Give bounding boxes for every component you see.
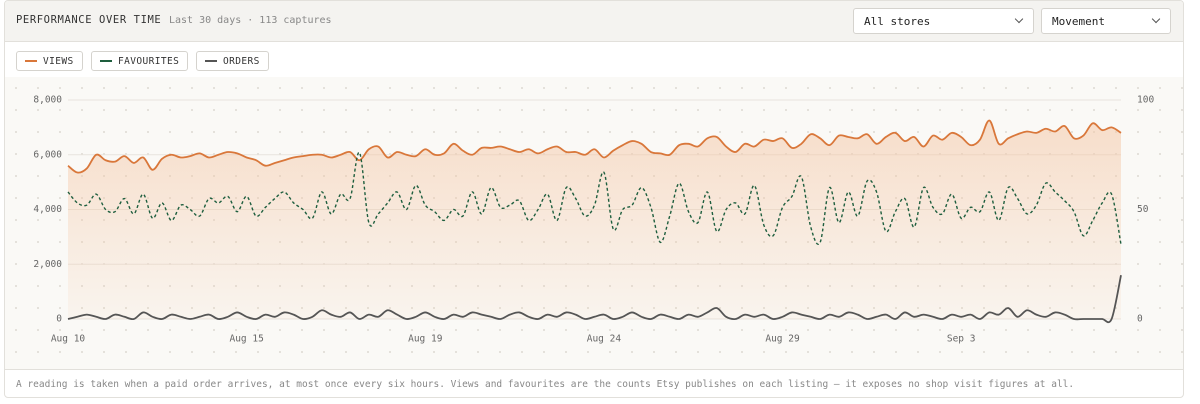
legend-swatch: [25, 60, 37, 62]
legend-swatch: [205, 60, 217, 62]
x-tick-label: Aug 24: [587, 334, 622, 345]
x-tick-label: Aug 10: [51, 334, 86, 345]
y-tick-label: 4,000: [33, 204, 62, 215]
x-tick-label: Aug 29: [765, 334, 800, 345]
series-line: [67, 119, 1122, 174]
legend-item[interactable]: ORDERS: [196, 51, 269, 71]
card-title: PERFORMANCE OVER TIME: [16, 14, 162, 26]
series-line: [67, 151, 1122, 245]
card-header: PERFORMANCE OVER TIME Last 30 days · 113…: [5, 1, 1183, 42]
card-subtitle: Last 30 days · 113 captures: [169, 15, 332, 26]
x-tick-label: Aug 19: [408, 334, 443, 345]
y2-tick-label: 50: [1137, 204, 1149, 215]
metric-select[interactable]: Movement: [1041, 8, 1171, 34]
y-tick-label: 0: [56, 314, 62, 325]
legend-label: VIEWS: [43, 56, 74, 67]
store-select[interactable]: All stores: [853, 8, 1034, 34]
legend-item[interactable]: VIEWS: [16, 51, 83, 71]
x-tick-label: Aug 15: [229, 334, 263, 345]
y2-tick-label: 100: [1137, 95, 1154, 106]
legend-label: ORDERS: [223, 56, 260, 67]
chart: 0 2,000 4,000 6,000 8,000 0 50 100 Aug 10 Aug 15 A…: [33, 95, 1154, 345]
performance-card: PERFORMANCE OVER TIME Last 30 days · 113…: [4, 0, 1184, 398]
series-line: [67, 275, 1122, 324]
y-tick-label: 8,000: [33, 95, 62, 106]
y-tick-label: 6,000: [33, 149, 62, 160]
series-area: [68, 120, 1121, 319]
y2-tick-label: 0: [1137, 314, 1143, 325]
legend-item[interactable]: FAVOURITES: [91, 51, 189, 71]
legend-label: FAVOURITES: [118, 56, 180, 67]
x-tick-label: Sep 3: [947, 334, 976, 345]
footnote: A reading is taken when a paid order arr…: [5, 369, 1183, 397]
legend-swatch: [100, 60, 112, 62]
y-tick-label: 2,000: [33, 259, 62, 270]
